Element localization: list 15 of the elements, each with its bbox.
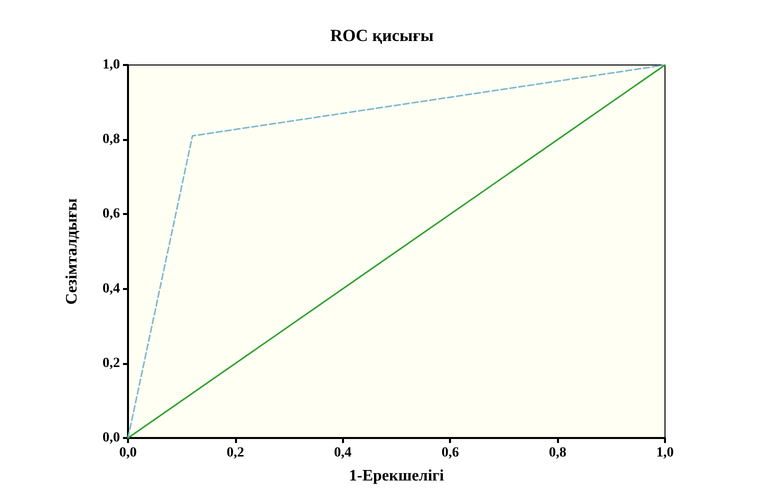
y-tick-label: 0,0: [102, 430, 120, 446]
y-axis-title: Сезімталдығы: [64, 198, 80, 305]
chart-title: ROC қисығы: [330, 26, 434, 45]
y-tick-label: 0,8: [102, 132, 120, 148]
x-tick-label: 0,6: [441, 446, 459, 460]
x-tick-label: 0,8: [548, 446, 566, 460]
x-tick-label: 0,4: [334, 446, 352, 460]
x-axis-title: 1-Ерекшелігі: [349, 468, 445, 484]
y-tick-label: 0,2: [102, 356, 120, 371]
y-tick-label: 0,6: [102, 206, 120, 222]
y-tick-label: 0,4: [102, 281, 120, 296]
x-tick-label: 1,0: [656, 446, 674, 460]
x-tick-label: 0,0: [119, 446, 137, 460]
y-tick-label: 1,0: [102, 58, 120, 72]
x-tick-label: 0,2: [226, 446, 244, 460]
